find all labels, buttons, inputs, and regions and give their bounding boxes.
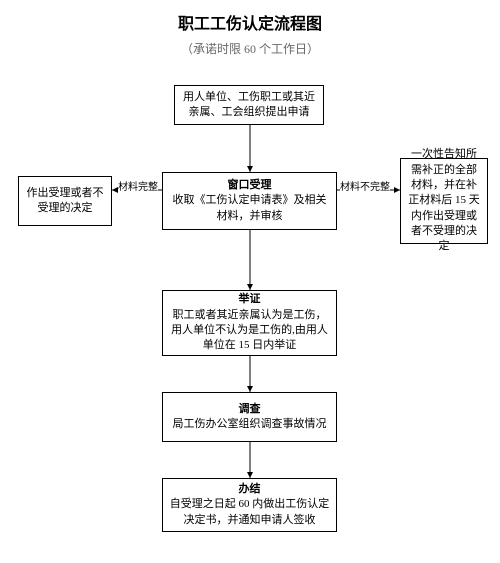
node-apply-text: 用人单位、工伤职工或其近亲属、工会组织提出申请 [181,90,317,121]
edge-label-incomplete: 材料不完整 [340,178,390,193]
node-investigate: 调查 局工伤办公室组织调查事故情况 [162,392,337,442]
node-left-text: 作出受理或者不受理的决定 [25,186,105,217]
node-accept-heading: 窗口受理 [228,178,272,193]
diagram-subtitle: （承诺时限 60 个工作日） [0,40,500,57]
node-evidence-heading: 举证 [239,292,261,307]
edge-label-complete: 材料完整 [118,178,158,193]
node-finish-text: 自受理之日起 60 内做出工伤认定决定书，并通知申请人签收 [169,497,330,528]
node-decision-left: 作出受理或者不受理的决定 [18,176,112,226]
node-evidence-text: 职工或者其近亲属认为是工伤，用人单位不认为是工伤的,由用人单位在 15 日内举证 [169,308,330,354]
node-finish: 办结 自受理之日起 60 内做出工伤认定决定书，并通知申请人签收 [162,478,337,532]
node-decision-right: 一次性告知所需补正的全部材料，并在补正材料后 15 天内作出受理或者不受理的决定 [400,158,488,244]
node-finish-heading: 办结 [239,482,261,497]
node-apply: 用人单位、工伤职工或其近亲属、工会组织提出申请 [174,85,324,125]
node-accept: 窗口受理 收取《工伤认定申请表》及相关材料，并审核 [162,172,337,230]
node-right-text: 一次性告知所需补正的全部材料，并在补正材料后 15 天内作出受理或者不受理的决定 [407,147,481,255]
diagram-title: 职工工伤认定流程图 [0,0,500,34]
node-accept-text: 收取《工伤认定申请表》及相关材料，并审核 [169,193,330,224]
node-evidence: 举证 职工或者其近亲属认为是工伤，用人单位不认为是工伤的,由用人单位在 15 日… [162,290,337,356]
node-investigate-heading: 调查 [239,402,261,417]
node-investigate-text: 局工伤办公室组织调查事故情况 [173,417,327,432]
